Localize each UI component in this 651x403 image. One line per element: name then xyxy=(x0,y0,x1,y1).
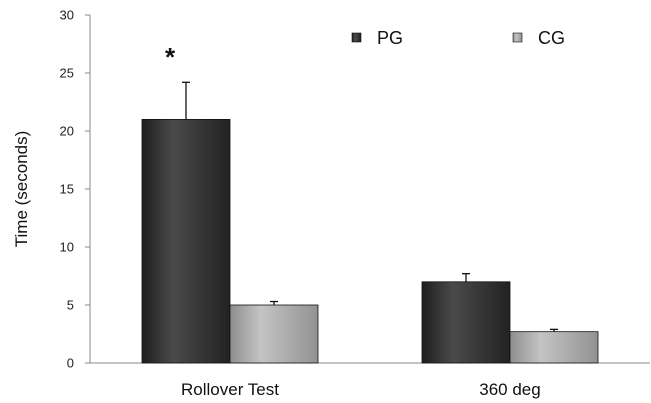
bar-pg-1 xyxy=(141,119,231,364)
y-axis-title: Time (seconds) xyxy=(12,131,31,248)
bar-pg-2 xyxy=(421,281,511,364)
significance-marker: * xyxy=(165,42,176,72)
bars xyxy=(141,81,599,364)
x-tick-label: Rollover Test xyxy=(181,380,279,399)
legend-label-pg: PG xyxy=(377,28,403,48)
x-axis: Rollover Test 360 deg xyxy=(181,380,541,399)
legend-label-cg: CG xyxy=(538,28,565,48)
x-tick-label: 360 deg xyxy=(479,380,540,399)
y-tick-label: 30 xyxy=(60,8,74,23)
legend-swatch-cg xyxy=(512,32,523,43)
y-tick-label: 10 xyxy=(60,240,74,255)
y-tick-label: 15 xyxy=(60,182,74,197)
y-tick-label: 5 xyxy=(67,298,74,313)
legend: PG CG xyxy=(351,28,565,48)
y-tick-label: 0 xyxy=(67,356,74,371)
y-tick-label: 25 xyxy=(60,66,74,81)
bar-cg-2 xyxy=(509,331,599,364)
legend-swatch-pg xyxy=(351,32,362,43)
y-tick-label: 20 xyxy=(60,124,74,139)
bar-cg-1 xyxy=(229,304,319,364)
annotations: * xyxy=(165,42,176,72)
